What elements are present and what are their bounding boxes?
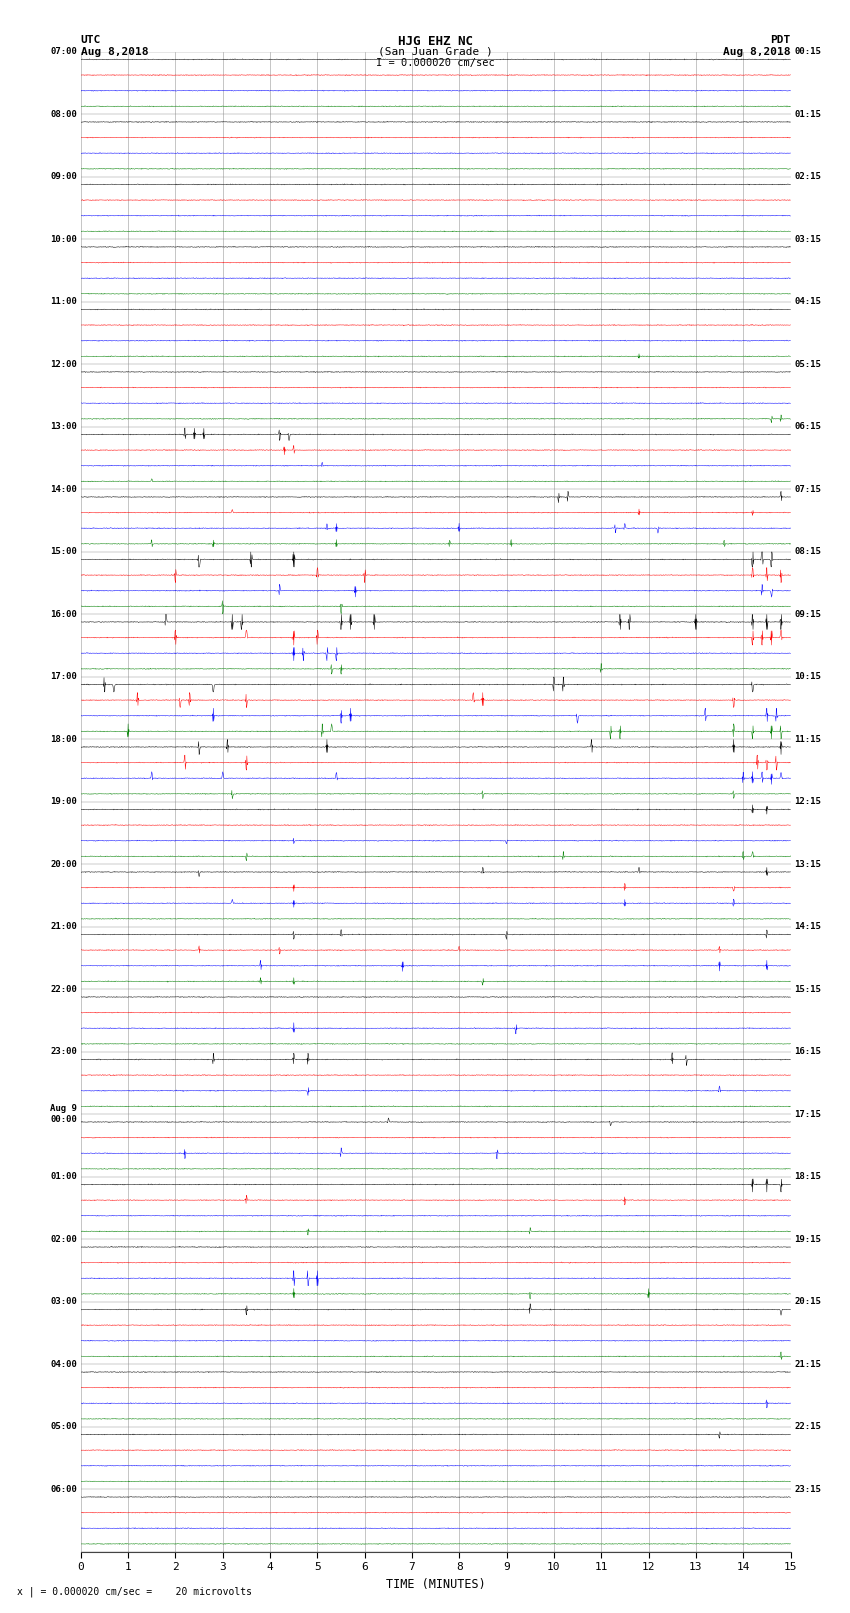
X-axis label: TIME (MINUTES): TIME (MINUTES) — [386, 1578, 485, 1590]
Text: 22:00: 22:00 — [50, 984, 77, 994]
Text: 05:15: 05:15 — [794, 360, 821, 369]
Text: 20:15: 20:15 — [794, 1297, 821, 1307]
Text: 11:00: 11:00 — [50, 297, 77, 306]
Text: 13:15: 13:15 — [794, 860, 821, 869]
Text: PDT: PDT — [770, 35, 790, 45]
Text: 14:15: 14:15 — [794, 923, 821, 931]
Text: 08:15: 08:15 — [794, 547, 821, 556]
Text: 10:15: 10:15 — [794, 673, 821, 681]
Text: (San Juan Grade ): (San Juan Grade ) — [377, 47, 492, 56]
Text: 18:00: 18:00 — [50, 734, 77, 744]
Text: 13:00: 13:00 — [50, 423, 77, 431]
Text: 06:00: 06:00 — [50, 1484, 77, 1494]
Text: 19:00: 19:00 — [50, 797, 77, 806]
Text: 03:00: 03:00 — [50, 1297, 77, 1307]
Text: 00:15: 00:15 — [794, 47, 821, 56]
Text: 07:15: 07:15 — [794, 484, 821, 494]
Text: 17:00: 17:00 — [50, 673, 77, 681]
Text: 22:15: 22:15 — [794, 1423, 821, 1431]
Text: 03:15: 03:15 — [794, 234, 821, 244]
Text: 20:00: 20:00 — [50, 860, 77, 869]
Text: 15:00: 15:00 — [50, 547, 77, 556]
Text: 07:00: 07:00 — [50, 47, 77, 56]
Text: 17:15: 17:15 — [794, 1110, 821, 1119]
Text: 16:00: 16:00 — [50, 610, 77, 619]
Text: 11:15: 11:15 — [794, 734, 821, 744]
Text: 18:15: 18:15 — [794, 1173, 821, 1181]
Text: 21:00: 21:00 — [50, 923, 77, 931]
Text: 04:00: 04:00 — [50, 1360, 77, 1369]
Text: 23:00: 23:00 — [50, 1047, 77, 1057]
Text: Aug 8,2018: Aug 8,2018 — [723, 47, 791, 56]
Text: 12:00: 12:00 — [50, 360, 77, 369]
Text: 23:15: 23:15 — [794, 1484, 821, 1494]
Text: 19:15: 19:15 — [794, 1234, 821, 1244]
Text: 04:15: 04:15 — [794, 297, 821, 306]
Text: 02:15: 02:15 — [794, 173, 821, 181]
Text: 16:15: 16:15 — [794, 1047, 821, 1057]
Text: x | = 0.000020 cm/sec =    20 microvolts: x | = 0.000020 cm/sec = 20 microvolts — [17, 1586, 252, 1597]
Text: HJG EHZ NC: HJG EHZ NC — [398, 35, 473, 48]
Text: 01:00: 01:00 — [50, 1173, 77, 1181]
Text: 02:00: 02:00 — [50, 1234, 77, 1244]
Text: 15:15: 15:15 — [794, 984, 821, 994]
Text: UTC: UTC — [81, 35, 101, 45]
Text: 06:15: 06:15 — [794, 423, 821, 431]
Text: I = 0.000020 cm/sec: I = 0.000020 cm/sec — [376, 58, 495, 68]
Text: Aug 8,2018: Aug 8,2018 — [81, 47, 148, 56]
Text: 08:00: 08:00 — [50, 110, 77, 119]
Text: 21:15: 21:15 — [794, 1360, 821, 1369]
Text: 12:15: 12:15 — [794, 797, 821, 806]
Text: 09:15: 09:15 — [794, 610, 821, 619]
Text: 14:00: 14:00 — [50, 484, 77, 494]
Text: 10:00: 10:00 — [50, 234, 77, 244]
Text: Aug 9
00:00: Aug 9 00:00 — [50, 1105, 77, 1124]
Text: 09:00: 09:00 — [50, 173, 77, 181]
Text: 05:00: 05:00 — [50, 1423, 77, 1431]
Text: 01:15: 01:15 — [794, 110, 821, 119]
